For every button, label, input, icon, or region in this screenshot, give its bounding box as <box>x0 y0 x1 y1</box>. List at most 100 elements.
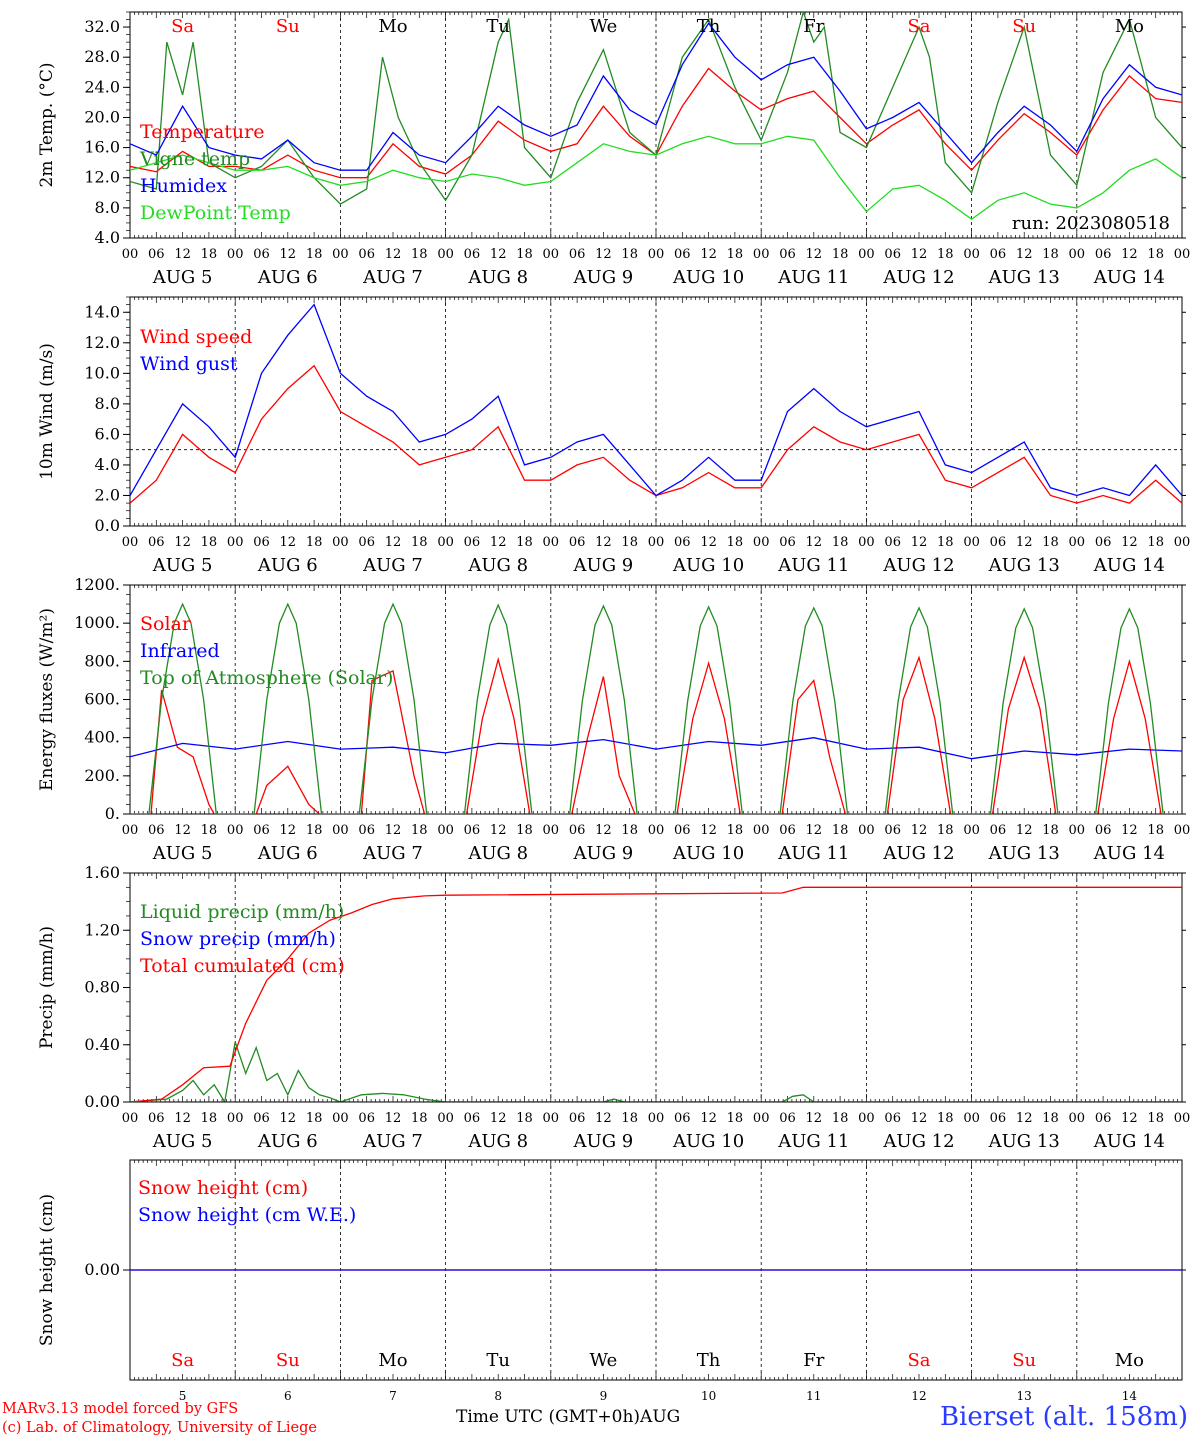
panel-2: 0.0 2.0 4.0 6.0 8.0 10.0 12.0 14.0 10m Wind (m/s… <box>37 296 1190 576</box>
hour-label: 18 <box>1147 535 1164 550</box>
hour-label: 06 <box>358 1111 375 1126</box>
hour-label: 12 <box>280 535 297 550</box>
hour-label: 12 <box>385 823 402 838</box>
hour-label: 12 <box>385 1111 402 1126</box>
legend-entry: Solar <box>140 613 192 635</box>
run-annotation: run: 2023080518 <box>1012 213 1170 234</box>
hour-label: 12 <box>806 247 823 262</box>
weekday-label: Su <box>1012 1350 1036 1371</box>
hour-label: 18 <box>516 1111 533 1126</box>
weekday-label: Su <box>276 16 300 37</box>
hour-label: 18 <box>727 535 744 550</box>
hour-label: 00 <box>332 1111 349 1126</box>
date-label: AUG 12 <box>882 1131 954 1152</box>
series-line-infrared <box>130 737 1182 760</box>
day-number-label: 10 <box>701 1389 716 1403</box>
hour-label: 06 <box>674 535 691 550</box>
date-label: AUG 13 <box>988 267 1060 288</box>
hour-label: 06 <box>990 247 1007 262</box>
hour-label: 06 <box>464 1111 481 1126</box>
hour-label: 06 <box>148 823 165 838</box>
hour-label: 18 <box>516 247 533 262</box>
hour-label: 12 <box>595 1111 612 1126</box>
hour-label: 18 <box>621 247 638 262</box>
y-tick-label: 14.0 <box>84 302 120 321</box>
hour-label: 00 <box>122 535 139 550</box>
hour-label: 12 <box>1016 823 1033 838</box>
hour-label: 12 <box>280 823 297 838</box>
date-label: AUG 10 <box>672 267 744 288</box>
hour-label: 00 <box>1174 1111 1191 1126</box>
hour-label: 12 <box>490 535 507 550</box>
hour-label: 18 <box>937 535 954 550</box>
hour-label: 06 <box>779 247 796 262</box>
date-label: AUG 14 <box>1093 267 1165 288</box>
hour-label: 00 <box>543 1111 560 1126</box>
hour-label: 18 <box>411 247 428 262</box>
hour-label: 12 <box>1121 823 1138 838</box>
hour-label: 18 <box>306 1111 323 1126</box>
hour-label: 06 <box>1095 823 1112 838</box>
hour-label: 06 <box>990 535 1007 550</box>
hour-label: 06 <box>464 535 481 550</box>
hour-label: 00 <box>122 247 139 262</box>
date-label: AUG 5 <box>152 267 213 288</box>
hour-label: 06 <box>674 823 691 838</box>
legend-entry: Temperature <box>140 121 264 143</box>
legend-entry: Wind gust <box>140 353 238 375</box>
hour-label: 06 <box>253 823 270 838</box>
date-label: AUG 11 <box>777 267 849 288</box>
hour-ticks <box>129 12 1183 238</box>
y-tick-label: 0.00 <box>84 1092 120 1111</box>
date-label: AUG 13 <box>988 843 1060 864</box>
day-number-label: 6 <box>284 1389 292 1403</box>
y-tick-label: 1200. <box>74 575 120 594</box>
hour-label: 06 <box>569 247 586 262</box>
credit-line-2: (c) Lab. of Climatology, University of L… <box>2 1420 317 1436</box>
weekday-label: Sa <box>907 16 930 37</box>
weekday-label: Th <box>697 1350 721 1371</box>
series-group <box>130 303 1182 504</box>
panel-5: 0.00 Snow height (cm) Snow height (cm) Snow… <box>37 1159 1186 1403</box>
hour-label: 18 <box>937 823 954 838</box>
hour-label: 00 <box>1069 247 1086 262</box>
hour-label: 18 <box>727 247 744 262</box>
weekday-label: Sa <box>171 16 194 37</box>
hour-label: 18 <box>937 247 954 262</box>
hour-label: 18 <box>1042 247 1059 262</box>
y-axis-label: 2m Temp. (°C) <box>37 62 57 187</box>
hour-label: 12 <box>700 535 717 550</box>
hour-label: 12 <box>280 247 297 262</box>
y-tick-label: 400. <box>84 728 120 747</box>
y-tick-label: 16.0 <box>84 138 120 157</box>
hour-label: 00 <box>332 823 349 838</box>
hour-label: 00 <box>122 823 139 838</box>
date-label: AUG 8 <box>467 843 528 864</box>
date-label: AUG 14 <box>1093 1131 1165 1152</box>
date-label: AUG 9 <box>573 555 634 576</box>
hour-label: 00 <box>1069 823 1086 838</box>
panel-4: 0.00 0.40 0.80 1.20 1.60 Precip (mm/h) Liquid … <box>37 863 1190 1152</box>
series-group <box>130 602 1182 814</box>
date-label: AUG 14 <box>1093 555 1165 576</box>
weekday-label: Mo <box>378 16 407 37</box>
hour-label: 18 <box>621 535 638 550</box>
y-tick-label: 600. <box>84 690 120 709</box>
hour-label: 18 <box>306 535 323 550</box>
hour-label: 00 <box>1069 535 1086 550</box>
day-number-label: 9 <box>600 1389 608 1403</box>
legend-entry: Snow precip (mm/h) <box>140 928 336 950</box>
date-label: AUG 10 <box>672 1131 744 1152</box>
hour-label: 06 <box>464 247 481 262</box>
weekday-label: Mo <box>1115 16 1144 37</box>
date-label: AUG 8 <box>467 555 528 576</box>
hour-label: 12 <box>174 1111 191 1126</box>
hour-label: 06 <box>358 535 375 550</box>
y-tick-label: 800. <box>84 651 120 670</box>
hour-label: 18 <box>411 823 428 838</box>
hour-label: 00 <box>437 535 454 550</box>
hour-label: 00 <box>437 823 454 838</box>
hour-label: 12 <box>280 1111 297 1126</box>
hour-label: 12 <box>490 247 507 262</box>
